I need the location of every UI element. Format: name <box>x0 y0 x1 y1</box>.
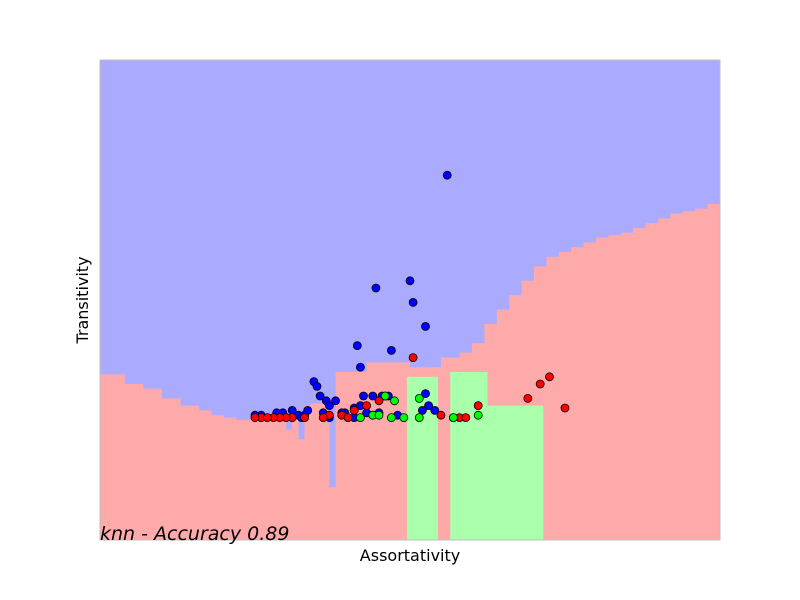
data-point <box>461 413 471 423</box>
accuracy-annotation: knn - Accuracy 0.89 <box>100 523 289 545</box>
data-point <box>405 276 415 286</box>
data-point <box>523 393 533 403</box>
data-point <box>399 413 409 423</box>
data-point <box>430 405 440 415</box>
data-point <box>312 381 322 391</box>
data-point <box>421 321 430 331</box>
region-blue <box>100 60 720 420</box>
data-point <box>318 413 328 423</box>
data-point <box>560 403 570 413</box>
data-point <box>473 410 483 420</box>
data-point <box>250 413 260 423</box>
data-points <box>250 170 570 423</box>
data-point <box>262 413 272 423</box>
data-point <box>386 345 396 355</box>
data-point <box>390 396 399 406</box>
data-point <box>374 396 384 406</box>
x-axis-label: Assortativity <box>360 546 460 565</box>
data-point <box>424 401 434 411</box>
plot-area <box>100 60 720 540</box>
data-point <box>436 410 446 420</box>
data-point <box>349 405 359 415</box>
data-point <box>417 405 427 415</box>
data-point <box>343 413 353 423</box>
data-point <box>315 391 325 401</box>
data-point <box>300 413 310 423</box>
data-point <box>386 413 396 423</box>
data-point <box>535 379 545 389</box>
data-point <box>359 391 368 401</box>
data-point <box>324 401 334 411</box>
data-point <box>408 297 418 307</box>
data-point <box>331 396 341 406</box>
data-point <box>371 283 381 293</box>
data-point <box>352 341 362 351</box>
data-point <box>374 410 384 420</box>
data-point <box>414 413 424 423</box>
data-point <box>545 372 554 382</box>
region-green <box>475 405 544 540</box>
data-point <box>355 413 365 423</box>
data-point <box>408 353 418 363</box>
data-point <box>380 391 390 401</box>
region-blue-spike <box>329 405 336 488</box>
axes-frame <box>99 59 721 541</box>
data-point <box>362 401 372 411</box>
data-point <box>287 405 297 415</box>
data-point <box>421 389 430 399</box>
series-2 <box>355 391 483 423</box>
data-point <box>442 170 452 180</box>
region-blue-spike <box>298 405 305 440</box>
data-point <box>368 391 378 401</box>
y-axis-label: Transitivity <box>73 256 92 344</box>
data-point <box>414 393 424 403</box>
data-point <box>448 413 458 423</box>
region-green <box>406 376 438 540</box>
data-point <box>355 362 365 372</box>
data-point <box>473 401 483 411</box>
